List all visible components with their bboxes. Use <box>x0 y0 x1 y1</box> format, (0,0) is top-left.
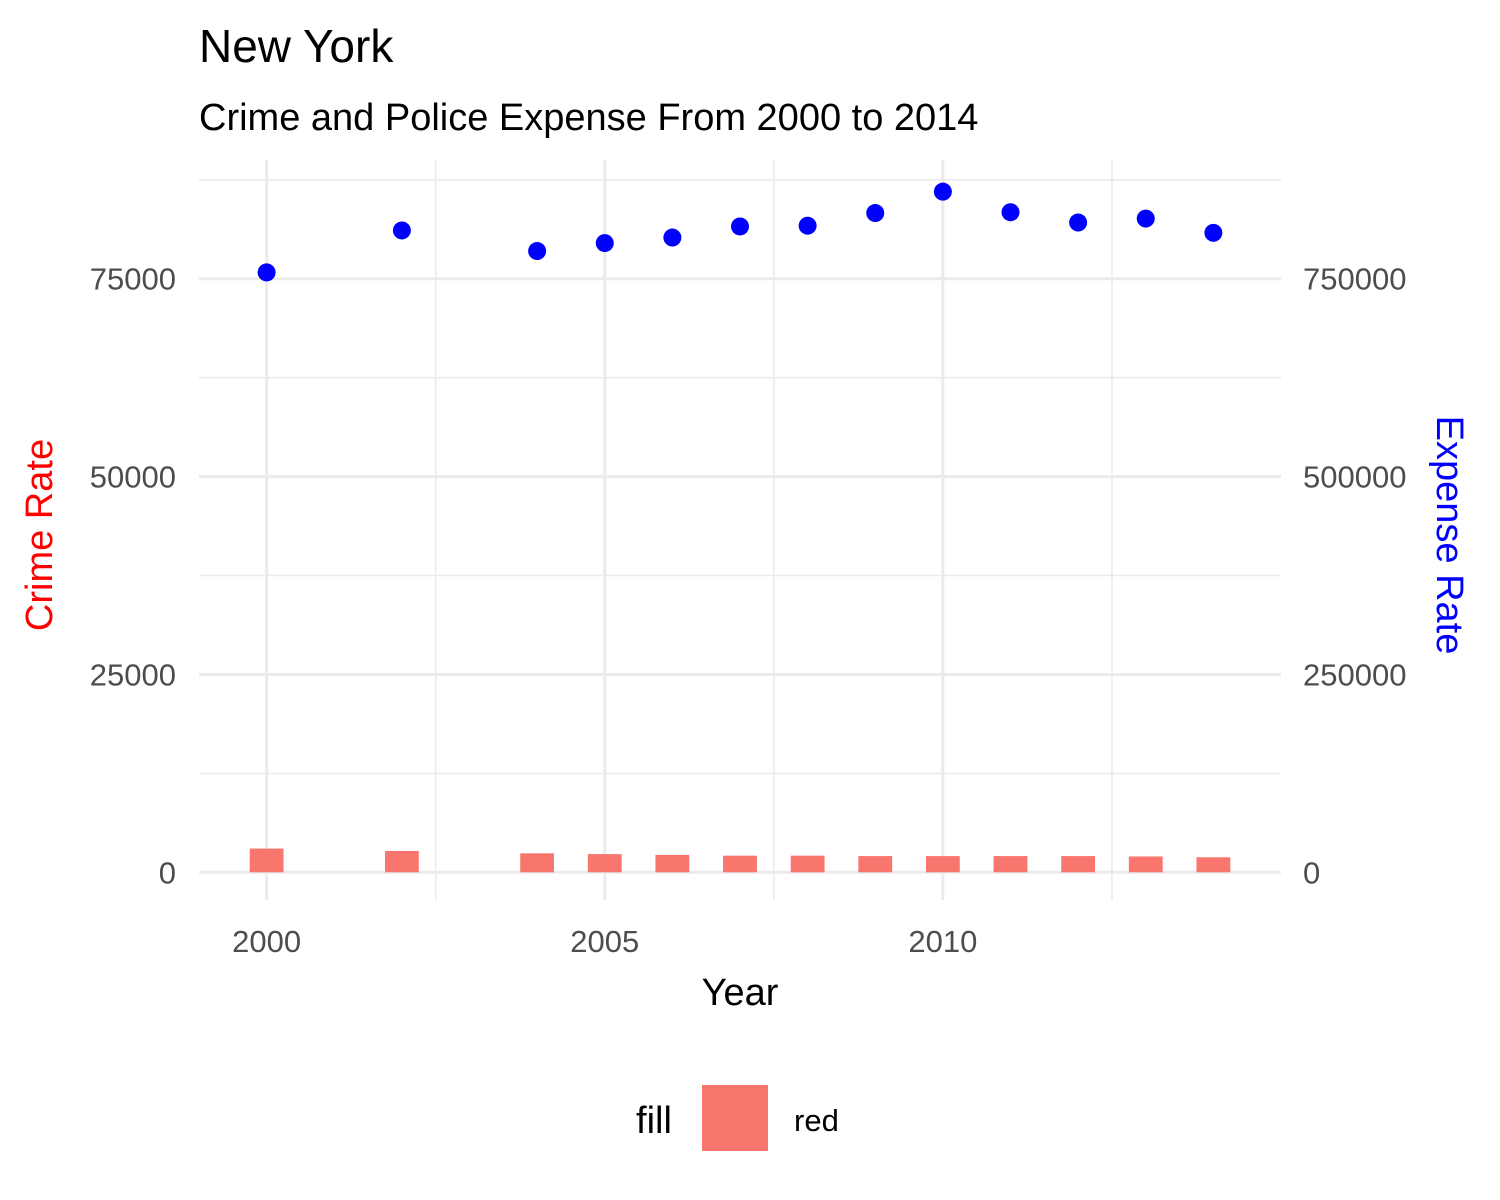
y-tick-label: 0 <box>159 855 176 890</box>
bar <box>520 853 555 873</box>
x-axis-title: Year <box>702 972 779 1014</box>
legend-title: fill <box>636 1100 672 1142</box>
data-point <box>1204 223 1223 242</box>
y2-axis-title: Expense Rate <box>1428 416 1470 655</box>
x-tick-label: 2000 <box>232 924 301 959</box>
bar <box>1061 856 1096 873</box>
data-point <box>866 204 885 223</box>
y2-axis-ticks: 0 250000 500000 750000 <box>1303 262 1406 891</box>
bar <box>993 856 1028 873</box>
data-point <box>933 182 952 201</box>
bar <box>858 856 893 873</box>
y2-tick-label: 0 <box>1303 855 1320 890</box>
data-point <box>798 216 817 235</box>
bar <box>723 855 757 873</box>
legend-key <box>702 1085 768 1151</box>
y-tick-label: 25000 <box>90 657 176 692</box>
bar <box>655 854 690 873</box>
data-point <box>528 242 547 261</box>
y-axis-title: Crime Rate <box>19 439 61 631</box>
bar <box>1128 856 1163 873</box>
point-series <box>257 182 1223 282</box>
bar <box>925 856 960 873</box>
data-point <box>392 221 411 240</box>
data-point <box>731 217 749 236</box>
y2-tick-label: 500000 <box>1303 460 1406 495</box>
y2-tick-label: 750000 <box>1303 262 1406 297</box>
legend-label: red <box>794 1103 839 1138</box>
y-tick-label: 75000 <box>90 262 176 297</box>
bar-series <box>249 848 1231 873</box>
bar <box>587 854 622 873</box>
bar <box>384 850 419 873</box>
chart-title: New York <box>199 20 394 72</box>
bar <box>790 855 825 873</box>
x-tick-label: 2010 <box>908 924 977 959</box>
data-point <box>663 228 682 247</box>
bar <box>249 848 284 873</box>
y-tick-label: 50000 <box>90 460 176 495</box>
bar <box>1196 857 1231 873</box>
data-point <box>1069 213 1088 232</box>
data-point <box>257 263 276 282</box>
y-axis-ticks: 0 25000 50000 75000 <box>90 262 176 891</box>
gridlines <box>199 160 1281 900</box>
legend: fill red <box>636 1085 839 1151</box>
data-point <box>1001 203 1020 222</box>
x-tick-label: 2005 <box>570 924 639 959</box>
y2-tick-label: 250000 <box>1303 657 1406 692</box>
data-point <box>1136 209 1155 228</box>
chart-subtitle: Crime and Police Expense From 2000 to 20… <box>199 97 978 139</box>
data-point <box>595 234 614 253</box>
x-axis-ticks: 2000 2005 2010 <box>232 924 977 959</box>
